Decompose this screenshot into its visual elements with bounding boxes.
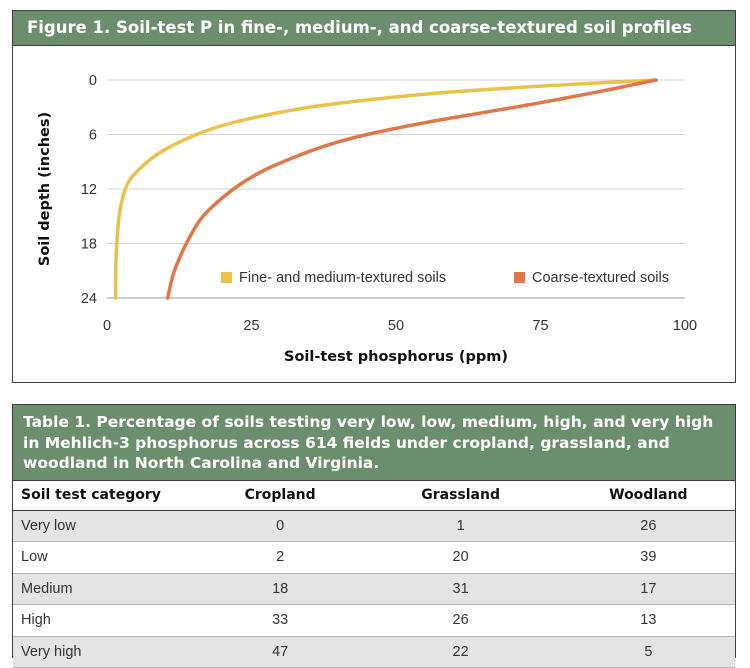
header-woodland: Woodland [562, 481, 735, 511]
table-row: Very low 0 1 26 [13, 510, 735, 542]
table-cell: 13 [562, 605, 735, 637]
table-cell: 18 [201, 573, 360, 605]
header-grassland: Grassland [360, 481, 562, 511]
table-cell: 2 [201, 542, 360, 574]
y-tick-label: 0 [89, 73, 97, 89]
table-cell: 26 [360, 605, 562, 637]
figure-panel: Figure 1. Soil-test P in fine-, medium-,… [12, 10, 736, 383]
table-cell: 31 [360, 573, 562, 605]
x-tick-label: 75 [532, 318, 548, 334]
table-cell: 17 [562, 573, 735, 605]
table-panel: Table 1. Percentage of soils testing ver… [12, 404, 736, 658]
table-cell: 5 [562, 636, 735, 668]
table-row: Low 2 20 39 [13, 542, 735, 574]
soil-profile-chart: 0 6 12 18 24 0 25 50 75 100 Soil-test phosphorus (… [13, 47, 734, 381]
table-cell: 0 [201, 510, 360, 542]
figure-title: Figure 1. Soil-test P in fine-, medium-,… [13, 11, 735, 46]
table-cell: 33 [201, 605, 360, 637]
phosphorus-table: Soil test category Cropland Grassland Wo… [13, 481, 735, 668]
y-tick-label: 12 [81, 182, 97, 198]
legend-swatch-1 [221, 272, 232, 283]
table-row: Very high 47 22 5 [13, 636, 735, 668]
x-tick-label: 100 [673, 318, 697, 334]
x-tick-label: 25 [243, 318, 259, 334]
table-cell: 26 [562, 510, 735, 542]
legend-swatch-2 [514, 272, 525, 283]
table-cell: Very high [13, 636, 201, 668]
table-cell: Low [13, 542, 201, 574]
table-cell: High [13, 605, 201, 637]
x-axis-label: Soil-test phosphorus (ppm) [284, 349, 508, 365]
x-tick-label: 0 [103, 318, 111, 334]
table-row: Medium 18 31 17 [13, 573, 735, 605]
header-cropland: Cropland [201, 481, 360, 511]
x-tick-label: 50 [388, 318, 404, 334]
y-tick-label: 6 [89, 128, 97, 144]
table-header-row: Soil test category Cropland Grassland Wo… [13, 481, 735, 511]
table-cell: 22 [360, 636, 562, 668]
legend-label-2: Coarse-textured soils [532, 270, 669, 286]
table-cell: 1 [360, 510, 562, 542]
table-cell: Medium [13, 573, 201, 605]
table-title: Table 1. Percentage of soils testing ver… [13, 405, 735, 481]
header-category: Soil test category [13, 481, 201, 511]
legend-label-1: Fine- and medium-textured soils [239, 270, 446, 286]
table-cell: Very low [13, 510, 201, 542]
y-axis-label: Soil depth (inches) [37, 112, 53, 266]
table-cell: 20 [360, 542, 562, 574]
table-cell: 47 [201, 636, 360, 668]
table-row: High 33 26 13 [13, 605, 735, 637]
y-tick-label: 18 [81, 237, 97, 253]
table-cell: 39 [562, 542, 735, 574]
y-tick-label: 24 [81, 291, 97, 307]
